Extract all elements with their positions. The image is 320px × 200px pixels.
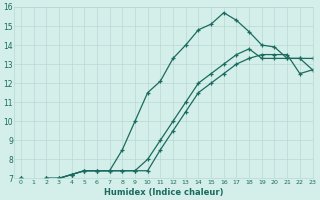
X-axis label: Humidex (Indice chaleur): Humidex (Indice chaleur) <box>104 188 223 197</box>
